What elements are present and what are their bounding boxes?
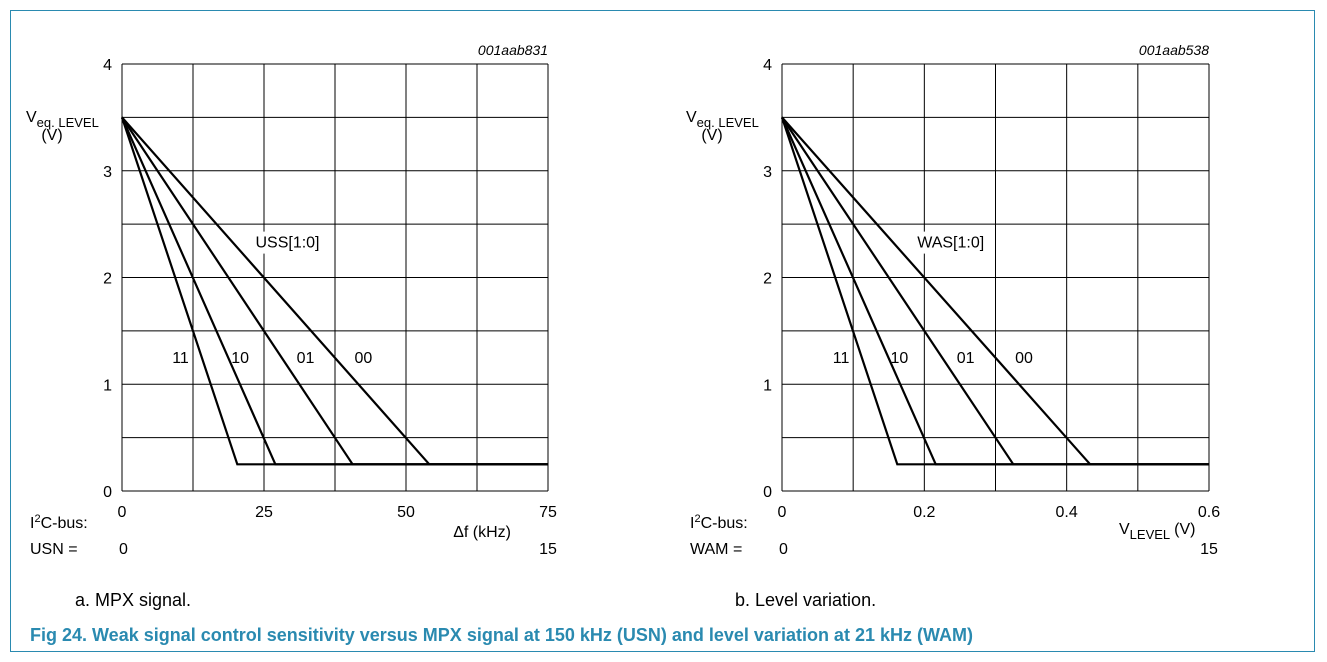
figure-caption: Fig 24. Weak signal control sensitivity … <box>30 625 973 645</box>
y-axis-unit: (V) <box>41 127 62 144</box>
series-label-01: 01 <box>957 350 975 367</box>
register-max-value: 15 <box>539 541 557 558</box>
group-label-background <box>251 231 332 254</box>
x-tick-label: 25 <box>255 504 273 521</box>
y-tick-label: 4 <box>103 57 112 74</box>
x-tick-label: 0.4 <box>1056 504 1078 521</box>
series-label-10: 10 <box>231 350 249 367</box>
y-tick-label: 2 <box>763 271 772 288</box>
register-min-value: 0 <box>119 541 128 558</box>
x-tick-label: 0.6 <box>1198 504 1220 521</box>
figure-frame <box>10 10 1315 652</box>
series-label-11: 11 <box>833 350 850 367</box>
x-tick-label: 75 <box>539 504 557 521</box>
x-axis-label: VLEVEL (V) <box>1119 521 1195 542</box>
y-axis-unit: (V) <box>701 127 722 144</box>
y-axis-label: Veq. LEVEL <box>686 109 759 130</box>
chart-code: 001aab538 <box>1139 42 1209 58</box>
y-axis-label: Veq. LEVEL <box>26 109 99 130</box>
curve-group-label: WAS[1:0] <box>917 235 984 252</box>
y-tick-label: 3 <box>103 164 112 181</box>
series-label-00: 00 <box>355 350 373 367</box>
caption-a: a. MPX signal. <box>75 590 192 610</box>
group-label-background <box>913 231 994 254</box>
register-max-value: 15 <box>1200 541 1218 558</box>
series-line-00 <box>781 116 1209 466</box>
y-tick-label: 1 <box>103 377 112 394</box>
register-label: USN = <box>30 541 78 558</box>
x-tick-label: 0 <box>118 504 127 521</box>
x-tick-label: 0.2 <box>913 504 935 521</box>
y-tick-label: 0 <box>103 484 112 501</box>
y-tick-label: 1 <box>763 377 772 394</box>
register-label: WAM = <box>690 541 742 558</box>
chart-code: 001aab831 <box>478 42 548 58</box>
register-min-value: 0 <box>779 541 788 558</box>
y-tick-label: 0 <box>763 484 772 501</box>
series-label-10: 10 <box>891 350 909 367</box>
bus-label: I2C-bus: <box>30 513 88 532</box>
x-tick-label: 0 <box>778 504 787 521</box>
x-axis-label: Δf (kHz) <box>453 524 511 541</box>
y-tick-label: 3 <box>763 164 772 181</box>
y-tick-label: 4 <box>763 57 772 74</box>
x-tick-label: 50 <box>397 504 415 521</box>
series-line-00 <box>121 116 548 466</box>
series-label-11: 11 <box>172 350 189 367</box>
y-tick-label: 2 <box>103 271 112 288</box>
series-label-01: 01 <box>297 350 315 367</box>
caption-b: b. Level variation. <box>735 590 877 610</box>
curve-group-label: USS[1:0] <box>255 235 319 252</box>
series-label-00: 00 <box>1015 350 1033 367</box>
bus-label: I2C-bus: <box>690 513 748 532</box>
